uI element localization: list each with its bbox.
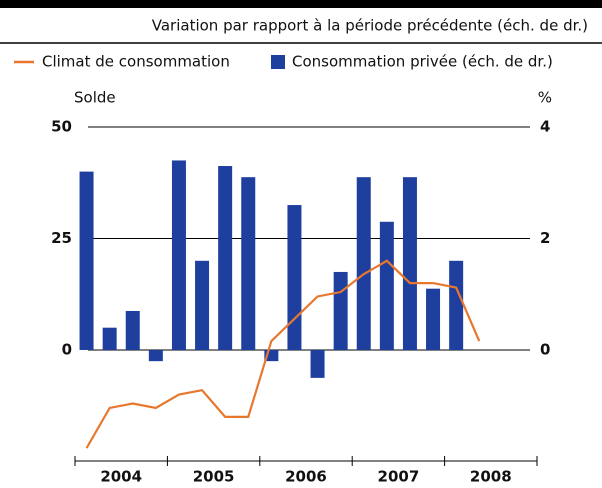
bar: [125, 310, 140, 350]
bar: [195, 260, 210, 350]
legend-swatch: [271, 55, 285, 69]
x-group-label: 2007: [378, 468, 420, 486]
line: [85, 259, 481, 449]
top-bar: [0, 0, 602, 8]
bar: [148, 350, 163, 362]
x-group-label: 2004: [100, 468, 142, 486]
y2-tick-label: 2: [540, 229, 550, 247]
bar: [264, 350, 279, 362]
y-tick-label: 50: [51, 118, 72, 136]
bar: [79, 171, 94, 350]
bar: [449, 260, 464, 350]
y2-axis-label: %: [538, 89, 552, 107]
y-tick-label: 0: [62, 341, 72, 359]
bar: [333, 271, 348, 350]
bar: [218, 166, 233, 350]
bar: [102, 327, 117, 350]
bar: [171, 160, 186, 350]
bar: [356, 177, 371, 350]
bar: [426, 288, 441, 350]
bar: [287, 205, 302, 350]
legend-label: Climat de consommation: [42, 53, 230, 71]
x-group-label: 2008: [470, 468, 512, 486]
bar: [241, 177, 256, 350]
bar: [379, 221, 394, 350]
y-tick-label: 25: [51, 229, 72, 247]
x-group-label: 2005: [193, 468, 235, 486]
bar: [402, 177, 417, 350]
subtitle: Variation par rapport à la période précé…: [152, 17, 588, 35]
y2-tick-label: 4: [540, 118, 550, 136]
bar: [310, 350, 325, 378]
y2-tick-label: 0: [540, 341, 550, 359]
y-axis-label: Solde: [74, 89, 116, 107]
x-group-label: 2006: [285, 468, 327, 486]
legend-label: Consommation privée (éch. de dr.): [292, 53, 553, 71]
